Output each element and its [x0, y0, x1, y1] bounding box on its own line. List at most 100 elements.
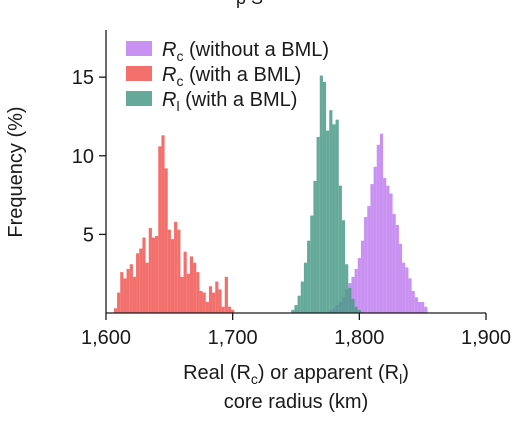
bars-layer — [113, 75, 428, 314]
histogram-bar — [132, 276, 137, 313]
histogram-bar — [148, 228, 152, 313]
histogram-bar — [215, 281, 219, 313]
histogram-bar — [389, 193, 393, 313]
histogram-bar — [383, 177, 387, 313]
histogram-bar — [376, 144, 380, 313]
histogram-bar — [322, 81, 327, 313]
histogram-bar — [421, 301, 425, 313]
histogram-bar — [205, 301, 209, 313]
histogram-bar — [398, 243, 403, 313]
histogram-bar — [424, 306, 428, 313]
histogram-bar — [186, 273, 190, 313]
histogram-bar — [386, 185, 390, 313]
histogram-bar — [123, 278, 127, 313]
y-tick-label: 5 — [83, 224, 94, 246]
histogram-bar — [417, 301, 422, 313]
y-axis-label: Frequency (%) — [5, 106, 27, 237]
legend: Rc (without a BML)Rc (with a BML)Rl (wit… — [126, 39, 329, 114]
histogram-bar — [227, 306, 232, 313]
histogram-bar — [136, 253, 140, 313]
histogram-bar — [354, 268, 358, 313]
legend-text: (with a BML) — [183, 64, 301, 86]
histogram-bar — [408, 278, 412, 313]
histogram-bar — [348, 287, 352, 313]
histogram-bar — [199, 290, 203, 313]
y-tick-label: 15 — [72, 67, 94, 89]
histogram-bar — [158, 146, 162, 313]
histogram-bar — [364, 217, 368, 313]
histogram-bar — [345, 264, 349, 313]
histogram-bar — [329, 110, 333, 314]
histogram-bar — [395, 224, 399, 313]
histogram-bar — [174, 221, 178, 313]
series-1 — [113, 135, 235, 313]
histogram-bar — [212, 292, 216, 313]
histogram-bar — [351, 298, 355, 313]
y-ticks-layer: 5 10 15 — [72, 67, 106, 246]
histogram-bar — [354, 306, 358, 313]
histogram-bar — [151, 237, 156, 313]
histogram-bar — [113, 308, 118, 313]
x-tick-label: 1,600 — [81, 327, 131, 349]
histogram-bar — [307, 240, 311, 313]
histogram-bar — [120, 272, 124, 313]
histogram-bar — [202, 292, 206, 313]
x-label-part3: ) — [402, 362, 409, 384]
top-clipped-text: p S — [236, 0, 263, 8]
histogram-bar — [300, 281, 304, 313]
histogram-bar — [367, 206, 371, 313]
histogram-bar — [319, 75, 323, 313]
histogram-bar — [316, 136, 320, 313]
histogram-bar — [303, 262, 308, 313]
x-label-sub2: l — [399, 371, 402, 387]
histogram-bar — [405, 267, 409, 313]
histogram-bar — [231, 309, 235, 313]
histogram-bar — [170, 239, 175, 313]
histogram-bar — [164, 168, 168, 313]
legend-swatch — [126, 91, 152, 106]
histogram-bar — [208, 286, 213, 313]
legend-var: R — [162, 64, 176, 86]
histogram-bar — [351, 276, 355, 313]
legend-var: R — [162, 89, 176, 111]
histogram-bar — [411, 290, 415, 313]
histogram-bar — [126, 268, 130, 313]
legend-var: R — [162, 39, 176, 61]
histogram-bar — [402, 262, 406, 313]
legend-label: Rc (with a BML) — [162, 64, 301, 89]
y-tick-label: 10 — [72, 146, 94, 168]
x-tick-label: 1,900 — [461, 327, 511, 349]
histogram-bar — [139, 248, 143, 313]
histogram-bar — [332, 124, 336, 313]
legend-swatch — [126, 66, 152, 81]
histogram-bar — [142, 237, 146, 313]
x-ticks-layer: 1,600 1,700 1,800 1,900 — [81, 313, 511, 349]
x-label-part1: Real (R — [183, 362, 251, 384]
legend-sub: l — [176, 98, 179, 114]
histogram-bar — [193, 262, 197, 313]
series-2 — [291, 75, 361, 314]
legend-swatch — [126, 41, 152, 56]
x-axis-label-line1: Real (Rc) or apparent (Rl) — [183, 362, 409, 387]
histogram-bar — [167, 229, 171, 313]
histogram-bar — [326, 130, 330, 313]
x-label-sub1: c — [251, 371, 258, 387]
histogram-bar — [183, 251, 187, 313]
legend-text: (without a BML) — [183, 39, 329, 61]
legend-text: (with a BML) — [180, 89, 298, 111]
histogram-bar — [335, 119, 339, 314]
histogram-bar — [218, 289, 222, 313]
histogram-bar — [313, 180, 317, 313]
histogram-bar — [155, 235, 159, 313]
x-tick-label: 1,700 — [208, 327, 258, 349]
histogram-bar — [379, 133, 384, 313]
histogram-bar — [373, 166, 377, 313]
x-tick-label: 1,800 — [334, 327, 384, 349]
legend-label: Rl (with a BML) — [162, 89, 297, 114]
histogram-bar — [357, 309, 361, 313]
histogram-bar — [161, 135, 165, 313]
histogram-bar — [370, 184, 374, 313]
histogram-bar — [221, 306, 225, 313]
